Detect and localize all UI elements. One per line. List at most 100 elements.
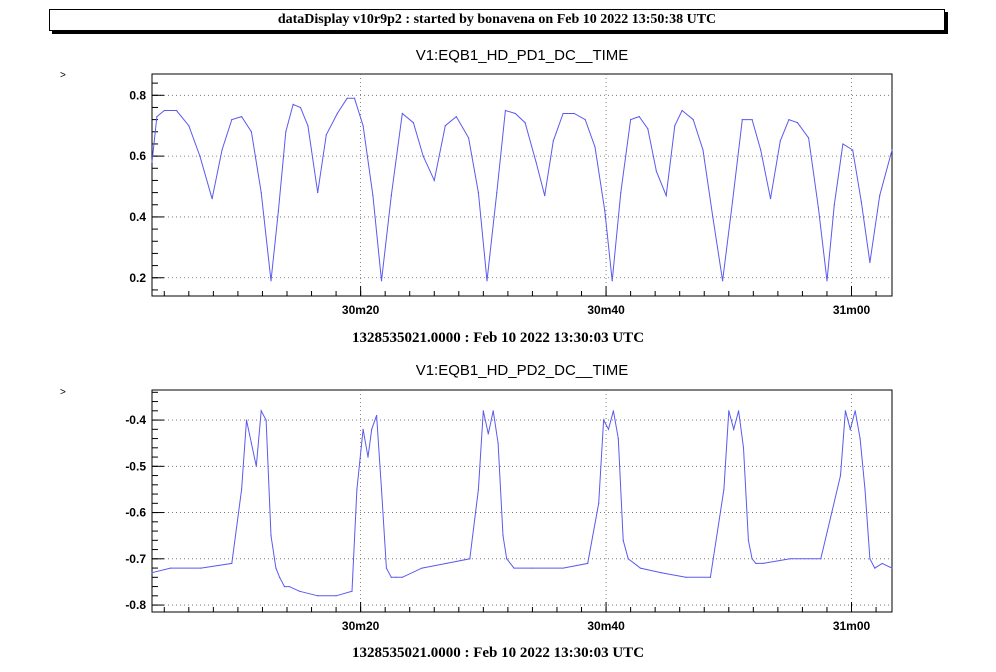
data-point [817,207,819,209]
data-point [163,109,165,112]
data-point [231,562,233,565]
data-point [335,595,337,597]
data-point [468,137,470,139]
data-point [607,428,610,430]
data-point [469,558,471,560]
data-point [722,280,724,282]
data-point [412,122,414,124]
data-point [455,115,457,118]
data-point [514,112,516,115]
data-point [655,170,657,172]
data-point [497,442,499,444]
data-point [240,488,243,491]
data-point [751,119,753,121]
data-point [860,201,862,203]
data-point [380,488,383,491]
data-point [807,137,810,139]
data-point [486,280,488,282]
data-point [665,195,667,197]
data-point [891,567,893,569]
data-point [738,410,740,412]
data-point [731,201,734,203]
data-point [741,119,743,121]
x-tick-label: 30m40 [587,303,625,317]
data-point [292,103,294,106]
data-point [445,562,448,565]
data-point [702,149,704,151]
data-point [270,535,272,537]
x-tick-label: 31m00 [833,619,871,633]
series-line [151,409,893,597]
data-point [385,567,387,569]
data-point [639,567,642,569]
data-point [199,155,201,157]
data-point [487,433,489,435]
data-point [250,442,253,444]
data-point [573,112,575,115]
data-point [390,195,392,197]
chart-1-plot: 0.2 0.4 0.6 0.8 30m20 30m40 31m00 [129,73,893,317]
chart-2-time-label: 1328535021.0000 : Feb 10 2022 13:30:03 U… [351,645,645,661]
data-point [401,112,403,115]
data-point [594,146,596,148]
data-point [380,280,383,282]
data-point [674,125,676,127]
data-point [612,410,615,412]
data-point [611,280,613,282]
chart-2-plot: -0.8 -0.7 -0.6 -0.5 -0.4 30m20 30m40 31m00 [125,389,893,633]
data-point [598,502,600,504]
data-point [421,567,423,569]
data-point [852,149,854,151]
y-tick-label: 0.8 [129,88,146,102]
data-point [211,198,213,200]
plot-frame [151,73,893,297]
data-point [638,115,640,118]
data-point [260,410,262,412]
y-tick-label: -0.5 [125,459,146,473]
data-point [620,192,622,194]
data-point [562,567,564,569]
data-point [881,562,883,565]
data-point [524,122,526,124]
data-point [617,437,619,440]
x-tick-label: 30m40 [587,619,625,633]
data-point [864,488,866,491]
data-point [879,195,881,197]
data-point [298,590,300,592]
data-point [789,558,791,560]
data-point [647,128,649,130]
data-point [728,410,730,412]
data-point [854,410,856,412]
data-point [587,562,589,565]
data-point [299,106,302,109]
data-point [874,567,876,569]
data-point [709,576,711,578]
y-tick-label: -0.7 [125,552,146,566]
data-point [506,558,508,560]
data-point [788,119,790,121]
data-point [362,428,364,430]
data-point [288,585,291,588]
data-point [307,125,309,127]
data-point [531,567,534,569]
data-point [401,576,403,578]
data-point [351,590,353,592]
data-point [891,149,893,151]
data-point [762,562,764,565]
data-point [283,585,286,588]
data-point [372,195,374,197]
data-point [733,428,735,430]
data-point [231,119,233,121]
data-point [604,210,606,212]
data-point [844,410,846,412]
data-point [723,488,725,491]
data-point [544,195,546,197]
data-point [496,192,498,194]
data-point [151,161,153,163]
data-point [839,474,842,477]
data-point [156,115,158,118]
data-point [859,437,861,440]
data-point [482,410,484,412]
chart-2-title: V1:EQB1_HD_PD2_DC__TIME [415,362,629,379]
data-point [221,149,223,151]
